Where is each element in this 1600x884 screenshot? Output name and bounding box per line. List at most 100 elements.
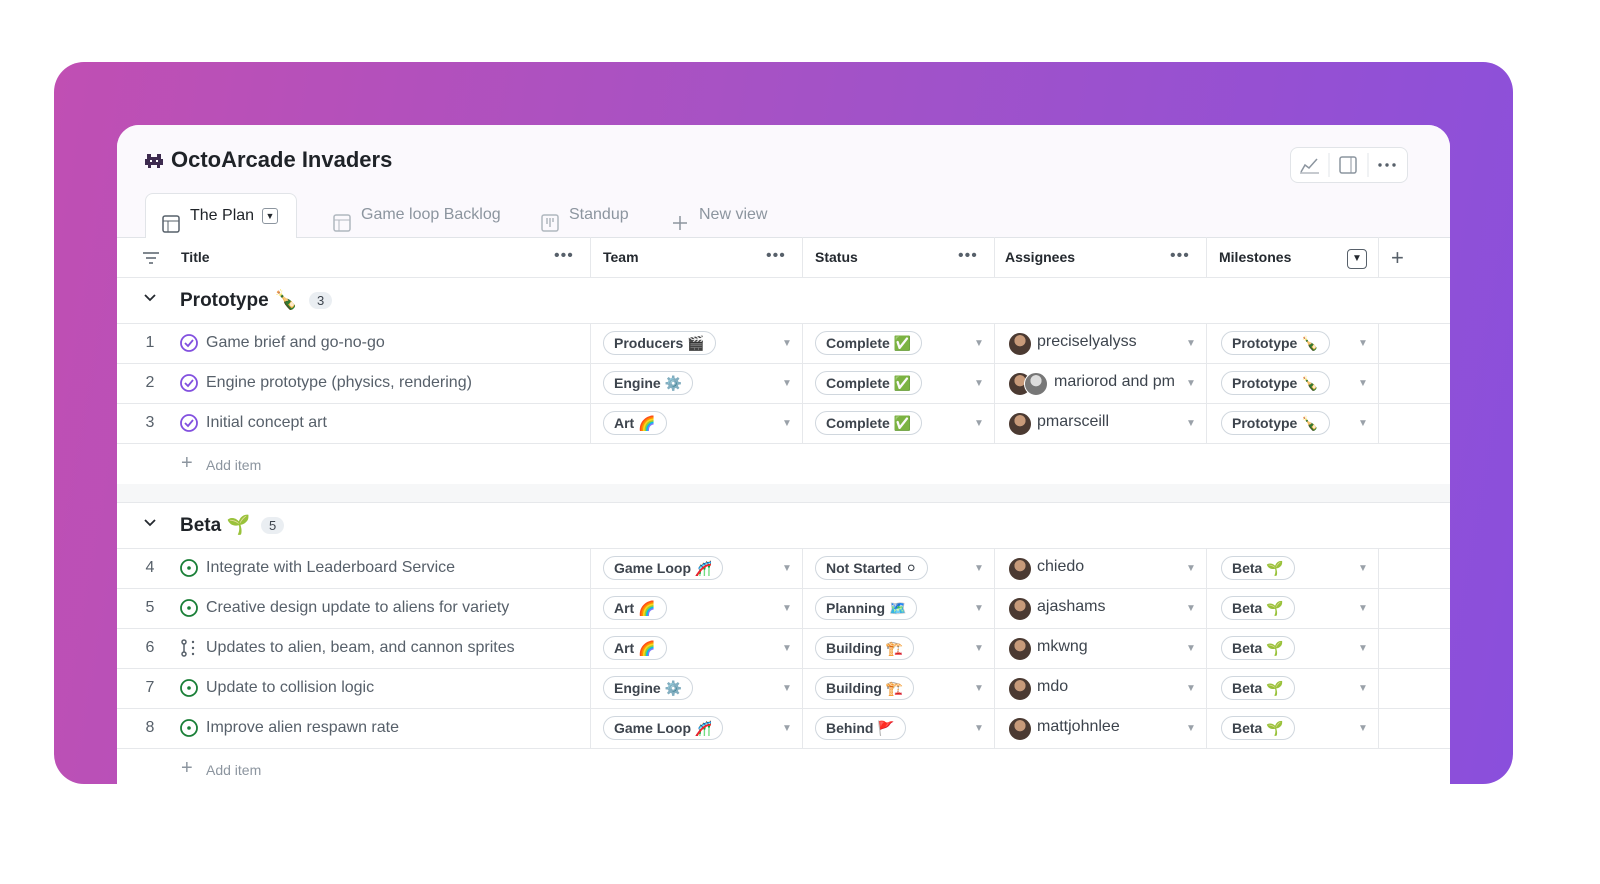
cell-caret[interactable]: ▼ <box>1186 683 1196 694</box>
cell-caret[interactable]: ▼ <box>1358 563 1368 574</box>
assignees[interactable]: mkwng <box>1037 638 1088 655</box>
cell-caret[interactable]: ▼ <box>782 338 792 349</box>
item-title[interactable]: Integrate with Leaderboard Service <box>206 559 456 576</box>
team-pill[interactable]: Engine ⚙️ <box>603 371 693 395</box>
add-column[interactable]: + <box>1391 245 1404 270</box>
column-menu[interactable]: ••• <box>1170 247 1190 264</box>
assignees[interactable]: mdo <box>1037 678 1069 695</box>
row-line <box>117 323 1450 324</box>
cell-caret[interactable]: ▼ <box>782 563 792 574</box>
milestone-pill[interactable]: Prototype 🍾 <box>1221 331 1330 355</box>
status-pill[interactable]: Complete ✅ <box>815 411 923 435</box>
item-title[interactable]: Initial concept art <box>206 414 327 431</box>
milestone-pill[interactable]: Prototype 🍾 <box>1221 411 1330 435</box>
assignees[interactable]: preciselyalyss <box>1037 333 1137 350</box>
cell-caret[interactable]: ▼ <box>1186 603 1196 614</box>
item-title[interactable]: Update to collision logic <box>206 679 375 696</box>
cell-caret[interactable]: ▼ <box>974 723 984 734</box>
cell-caret[interactable]: ▼ <box>1358 338 1368 349</box>
assignees[interactable]: ajashams <box>1037 598 1106 615</box>
status-pill[interactable]: Not Started ⚪ <box>815 556 929 580</box>
cell-caret[interactable]: ▼ <box>1186 418 1196 429</box>
cell-caret[interactable]: ▼ <box>1186 378 1196 389</box>
column-menu[interactable]: ••• <box>554 247 574 264</box>
status-pill[interactable]: Behind 🚩 <box>815 716 906 740</box>
column-menu[interactable]: ••• <box>766 247 786 264</box>
tab-label: New view <box>699 206 768 223</box>
add-item[interactable]: Add item <box>206 762 262 778</box>
cell-caret[interactable]: ▼ <box>1358 643 1368 654</box>
tab[interactable]: Game loop Backlog <box>317 193 507 237</box>
milestone-pill[interactable]: Beta 🌱 <box>1221 636 1295 660</box>
tab[interactable]: New view <box>655 193 775 237</box>
cell-caret[interactable]: ▼ <box>974 338 984 349</box>
item-title[interactable]: Updates to alien, beam, and cannon sprit… <box>206 639 515 656</box>
cell-caret[interactable]: ▼ <box>782 603 792 614</box>
cell-caret[interactable]: ▼ <box>974 378 984 389</box>
column-divider <box>590 548 591 588</box>
cell-caret[interactable]: ▼ <box>974 683 984 694</box>
item-title[interactable]: Creative design update to aliens for var… <box>206 599 510 616</box>
cell-caret[interactable]: ▼ <box>782 643 792 654</box>
collapse-toggle[interactable] <box>142 290 158 311</box>
cell-caret[interactable]: ▼ <box>1358 378 1368 389</box>
assignees[interactable]: mattjohnlee <box>1037 718 1120 735</box>
assignees[interactable]: pmarsceill <box>1037 413 1110 430</box>
cell-caret[interactable]: ▼ <box>1358 723 1368 734</box>
cell-caret[interactable]: ▼ <box>974 418 984 429</box>
column-divider <box>994 588 995 628</box>
column-menu[interactable]: ••• <box>958 247 978 264</box>
milestone-pill[interactable]: Beta 🌱 <box>1221 676 1295 700</box>
team-pill[interactable]: Art 🌈 <box>603 411 667 435</box>
item-icon <box>179 373 199 398</box>
add-item[interactable]: Add item <box>206 457 262 473</box>
team-pill[interactable]: Engine ⚙️ <box>603 676 693 700</box>
team-pill[interactable]: Game Loop 🎢 <box>603 556 724 580</box>
icon <box>180 599 198 617</box>
cell-caret[interactable]: ▼ <box>974 643 984 654</box>
status-pill[interactable]: Complete ✅ <box>815 331 923 355</box>
collapse-toggle[interactable] <box>142 515 158 536</box>
item-title[interactable]: Engine prototype (physics, rendering) <box>206 374 472 391</box>
cell-caret[interactable]: ▼ <box>782 378 792 389</box>
cell-caret[interactable]: ▼ <box>1186 338 1196 349</box>
tab[interactable]: Standup <box>525 193 635 237</box>
add-item-icon[interactable]: + <box>181 757 193 779</box>
cell-caret[interactable]: ▼ <box>1358 418 1368 429</box>
cell-caret[interactable]: ▼ <box>782 418 792 429</box>
add-item-icon[interactable]: + <box>181 452 193 474</box>
cell-caret[interactable]: ▼ <box>974 563 984 574</box>
milestone-pill[interactable]: Beta 🌱 <box>1221 716 1295 740</box>
tab[interactable]: The Plan ▼ <box>145 193 297 238</box>
status-pill[interactable]: Complete ✅ <box>815 371 923 395</box>
column-dropdown[interactable]: ▼ <box>1347 249 1367 269</box>
item-title[interactable]: Game brief and go-no-go <box>206 334 385 351</box>
cell-caret[interactable]: ▼ <box>1358 683 1368 694</box>
cell-caret[interactable]: ▼ <box>782 723 792 734</box>
milestone-pill[interactable]: Beta 🌱 <box>1221 556 1295 580</box>
row-line <box>117 588 1450 589</box>
team-pill[interactable]: Producers 🎬 <box>603 331 716 355</box>
filter-icon[interactable] <box>142 251 160 270</box>
team-pill[interactable]: Art 🌈 <box>603 636 667 660</box>
column-divider <box>1378 403 1379 443</box>
milestone-pill[interactable]: Prototype 🍾 <box>1221 371 1330 395</box>
cell-caret[interactable]: ▼ <box>1186 723 1196 734</box>
item-title[interactable]: Improve alien respawn rate <box>206 719 399 736</box>
milestone-pill[interactable]: Beta 🌱 <box>1221 596 1295 620</box>
assignees[interactable]: chiedo <box>1037 558 1085 575</box>
cell-caret[interactable]: ▼ <box>782 683 792 694</box>
team-pill[interactable]: Game Loop 🎢 <box>603 716 724 740</box>
status-pill[interactable]: Building 🏗️ <box>815 676 915 700</box>
cell-caret[interactable]: ▼ <box>1186 563 1196 574</box>
status-pill[interactable]: Building 🏗️ <box>815 636 915 660</box>
assignees[interactable]: mariorod and pm <box>1054 373 1175 390</box>
icon <box>541 214 559 232</box>
team-pill[interactable]: Art 🌈 <box>603 596 667 620</box>
status-pill[interactable]: Planning 🗺️ <box>815 596 918 620</box>
cell-caret[interactable]: ▼ <box>1358 603 1368 614</box>
cell-caret[interactable]: ▼ <box>974 603 984 614</box>
column-divider <box>802 628 803 668</box>
toolbar-icons[interactable] <box>1291 148 1407 182</box>
cell-caret[interactable]: ▼ <box>1186 643 1196 654</box>
